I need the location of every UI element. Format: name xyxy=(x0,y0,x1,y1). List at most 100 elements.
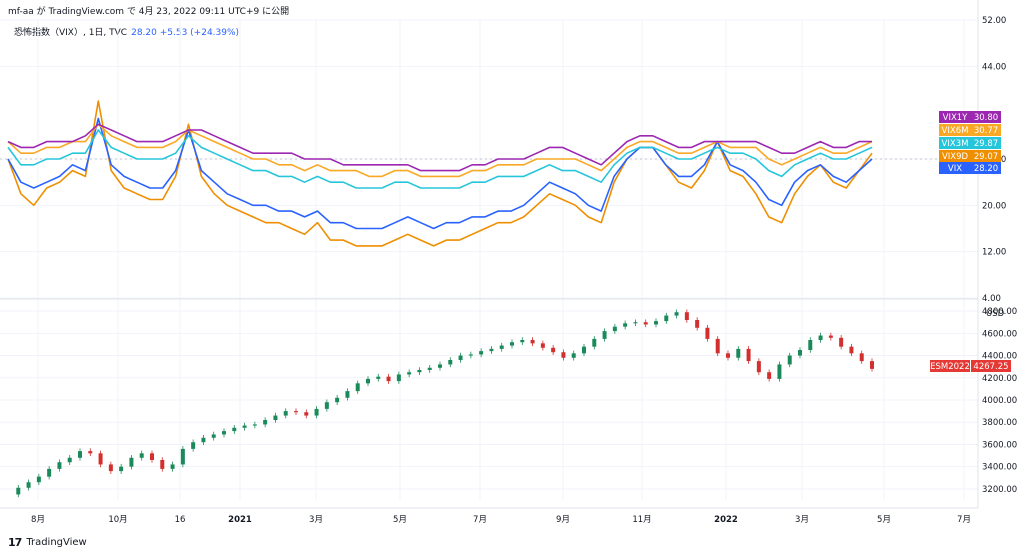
candle-body xyxy=(386,376,391,382)
candle-body xyxy=(808,340,813,350)
price-tag-vix: VIX 28.20 xyxy=(939,162,1001,174)
pane-separators xyxy=(0,0,979,509)
candle-body xyxy=(695,320,700,328)
price-tag-bg xyxy=(939,150,971,162)
y-tick-label: 20.00 xyxy=(982,201,1006,211)
candle-body xyxy=(263,420,268,425)
candle-body xyxy=(355,383,360,392)
price-tag-bg xyxy=(971,360,1011,372)
price-tag-vix1y: VIX1Y 30.80 xyxy=(939,111,1001,123)
price-tag-bg xyxy=(971,137,1001,149)
y-tick-label: 4.00 xyxy=(982,294,1001,304)
candle-body xyxy=(828,335,833,338)
series-line-vix9d xyxy=(7,100,873,247)
price-tag-name: ESM2022 xyxy=(930,362,970,372)
candle-body xyxy=(67,457,72,463)
candle-body xyxy=(108,464,113,472)
price-tag-value: 29.07 xyxy=(974,152,998,162)
candle-body xyxy=(294,411,298,413)
candle-body xyxy=(674,312,679,316)
candle-body xyxy=(201,437,206,443)
candle-body xyxy=(684,312,689,320)
price-tag-bg xyxy=(939,124,971,136)
candle-body xyxy=(479,351,484,355)
y-tick-label: 44.00 xyxy=(982,62,1006,72)
x-tick-label: 7月 xyxy=(957,515,971,525)
candle-body xyxy=(468,354,473,356)
candle-body xyxy=(643,322,648,325)
y-tick-label: 4600.00 xyxy=(982,329,1017,339)
y-axis-unit: USD xyxy=(986,309,1005,319)
candle-body xyxy=(211,434,216,438)
candle-body xyxy=(551,347,556,353)
candle-body xyxy=(448,360,453,365)
candle-body xyxy=(150,453,154,460)
candle-body xyxy=(438,364,442,368)
candle-body xyxy=(849,346,854,354)
candle-body xyxy=(396,374,401,382)
candle-body xyxy=(561,352,566,358)
candle-body xyxy=(407,372,412,375)
candle-body xyxy=(654,321,658,325)
y-tick-label: 12.00 xyxy=(982,248,1006,258)
candle-body xyxy=(304,412,309,416)
candle-body xyxy=(458,355,463,360)
legend-value[interactable]: 28.20 +5.53 (+24.39%) xyxy=(131,28,240,38)
x-tick-label: 2022 xyxy=(714,515,738,525)
x-tick-label: 7月 xyxy=(473,515,487,525)
brand-name[interactable]: TradingView xyxy=(26,537,87,548)
price-tag-name: VIX xyxy=(948,164,962,174)
candle-body xyxy=(582,346,586,354)
candle-body xyxy=(540,343,545,348)
candle-body xyxy=(427,367,432,370)
price-tag-vix9d: VIX9D 29.07 xyxy=(939,150,1001,162)
price-tag-bg xyxy=(971,150,1001,162)
y-tick-label: 3800.00 xyxy=(982,418,1017,428)
y-tick-label: 4400.00 xyxy=(982,352,1017,362)
series-line-vix3m xyxy=(7,129,873,189)
candle-body xyxy=(129,457,134,467)
price-tag-vix3m: VIX3M 29.87 xyxy=(939,137,1001,149)
vix-series-lines xyxy=(7,100,873,247)
candle-body xyxy=(859,353,864,362)
price-tag-bg xyxy=(971,124,1001,136)
price-tag-value: 4267.25 xyxy=(973,362,1008,372)
candle-body xyxy=(242,425,247,428)
candle-body xyxy=(839,337,844,347)
x-tick-label: 3月 xyxy=(309,515,323,525)
candle-body xyxy=(98,453,103,465)
es-candles xyxy=(16,309,874,498)
grid-lines xyxy=(0,19,978,500)
y-tick-label: 4800.00 xyxy=(982,307,1017,317)
x-tick-label: 3月 xyxy=(795,515,809,525)
candle-body xyxy=(36,476,41,483)
price-tag-esm2022: ESM2022 4267.25 xyxy=(930,360,1011,372)
candle-body xyxy=(530,340,535,344)
candle-body xyxy=(180,448,185,465)
x-tick-label: 5月 xyxy=(877,515,891,525)
candle-body xyxy=(664,315,669,322)
price-tag-name: VIX9D xyxy=(942,152,969,162)
candle-body xyxy=(715,338,720,354)
candle-body xyxy=(376,376,381,379)
legend-symbol: 恐怖指数（VIX）, 1日, TVC xyxy=(14,28,128,38)
candle-body xyxy=(818,335,823,340)
candle-body xyxy=(160,460,165,469)
candle-body xyxy=(417,370,422,373)
candle-body xyxy=(726,353,730,358)
y-tick-label: 52.00 xyxy=(982,16,1006,26)
y-tick-label: 3400.00 xyxy=(982,463,1017,473)
candle-body xyxy=(170,464,175,469)
series-line-vix1y xyxy=(7,123,872,172)
price-tag-value: 29.87 xyxy=(974,139,998,149)
candle-body xyxy=(736,348,741,358)
candle-body xyxy=(88,451,93,454)
footer: 17 TradingView xyxy=(8,536,87,549)
candle-body xyxy=(602,331,607,339)
price-tag-bg xyxy=(939,111,971,123)
price-tag-value: 30.77 xyxy=(974,126,998,136)
price-tag-value: 28.20 xyxy=(974,164,998,174)
x-tick-label: 10月 xyxy=(108,515,127,525)
candle-body xyxy=(345,391,350,398)
